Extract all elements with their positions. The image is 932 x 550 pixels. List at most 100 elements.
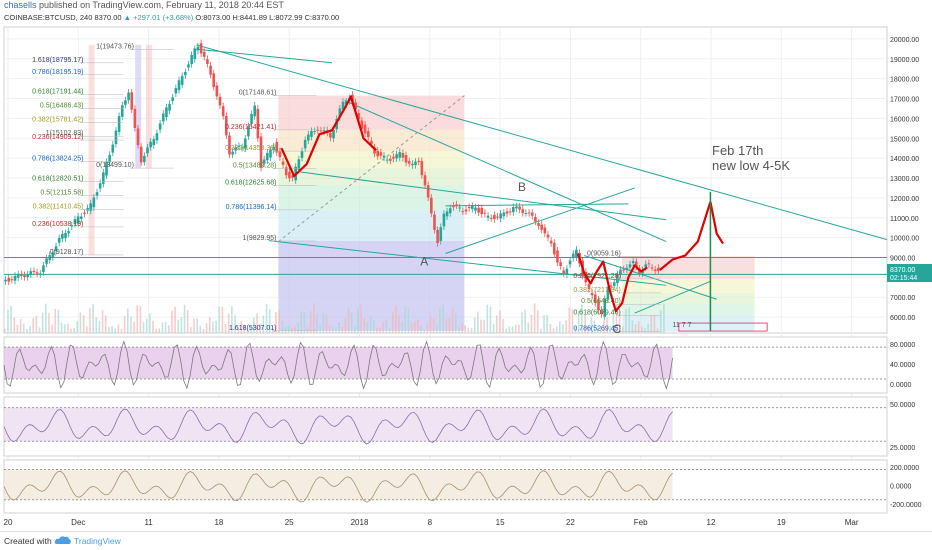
volume-bar (571, 309, 574, 333)
candle-body (269, 149, 272, 158)
created-with-label: Created with (4, 536, 52, 546)
volume-bar (388, 328, 391, 333)
time-tick-label: 2018 (351, 518, 369, 527)
fib-top-label: 1(19473.76) (96, 43, 134, 50)
candle-body (512, 206, 515, 213)
candle-body (483, 212, 487, 214)
candle-body (395, 154, 398, 159)
stochastic-tick: 40.0000 (890, 362, 915, 369)
fib-left-label: 0.236(14909.12) (32, 134, 83, 141)
last-price-box (887, 264, 932, 283)
trendline (300, 171, 667, 221)
volume-bar (180, 317, 183, 333)
candle-body (7, 277, 11, 282)
volume-bar (562, 324, 564, 333)
note-line-1: Feb 17th (712, 143, 763, 158)
candle-body (221, 106, 225, 117)
volume-bar (130, 316, 132, 333)
candle-body (275, 141, 279, 153)
volume-bar (568, 307, 571, 333)
volume-bar (581, 304, 583, 333)
candle-body (543, 227, 547, 234)
candle-body (455, 204, 458, 206)
symbol-line: COINBASE:BTCUSD, 240 8370.00 ▲ +297.01 (… (4, 13, 339, 22)
candle-body (354, 102, 357, 110)
volume-bar (442, 304, 444, 333)
candle-body (57, 238, 61, 243)
fib-left-label: 1.618(18795.17) (32, 57, 83, 64)
volume-bar (344, 317, 347, 333)
volume-bar (208, 317, 211, 333)
candle-body (467, 206, 471, 209)
volume-bar (445, 319, 448, 333)
candle-body (530, 212, 534, 216)
candle-body (316, 129, 320, 131)
candle-body (4, 279, 7, 282)
fib-right-label: 0.786(5269.45) (573, 326, 620, 333)
candle-body (136, 128, 140, 146)
candle-body (417, 160, 420, 162)
candle-body (253, 105, 257, 117)
cci-tick: -200.0000 (890, 502, 922, 509)
price-tick-label: 10000.00 (890, 236, 919, 243)
volume-bar (360, 304, 362, 333)
time-tick-label: 8 (428, 518, 433, 527)
volume-bar (600, 327, 602, 333)
volume-bar (268, 309, 271, 333)
candle-body (54, 246, 58, 251)
chart-canvas[interactable]: 20 Dec 11 18 25 2018 8 15 22 Feb 12 19 Mar 20000.00 19… (0, 0, 932, 532)
volume-bar (369, 315, 372, 333)
volume-bar (593, 320, 596, 333)
candle-body (48, 255, 52, 261)
volume-bar (196, 318, 198, 333)
candle-body (105, 162, 108, 176)
volume-bar (552, 328, 555, 333)
volume-bar (499, 310, 501, 333)
price-tick-label: 17000.00 (890, 97, 919, 104)
candle-body (83, 212, 86, 214)
volume-bar (395, 305, 397, 333)
candle-body (143, 155, 146, 163)
candle-body (139, 146, 143, 163)
volume-bar (174, 306, 176, 333)
cci-tick: 200.0000 (890, 465, 919, 472)
volume-bar (218, 306, 221, 333)
fib-left-label: 1(15102.83) (46, 130, 84, 137)
volume-bar (287, 325, 290, 333)
candle-body (565, 268, 569, 275)
candle-body (98, 183, 102, 189)
candle-body (67, 231, 70, 234)
volume-bar (133, 321, 135, 333)
fib-right-label: 0.618(6079.46) (573, 310, 620, 317)
candle-body (357, 113, 361, 120)
volume-bar (240, 320, 243, 333)
volume-bar (458, 327, 460, 333)
candle-body (133, 108, 137, 128)
candle-body (392, 156, 395, 159)
price-tick-label: 14000.00 (890, 156, 919, 163)
candle-body (174, 88, 178, 94)
author-link[interactable]: chasells (4, 0, 37, 10)
volume-bar (574, 326, 577, 333)
volume-bar (473, 317, 476, 333)
volume-bar (82, 315, 85, 333)
time-tick-label: 15 (496, 518, 505, 527)
volume-bar (543, 315, 545, 333)
candle-body (628, 264, 632, 268)
volume-bar (319, 325, 321, 333)
volume-bar (398, 315, 400, 333)
volume-bar (10, 305, 12, 333)
candle-body (190, 54, 193, 65)
tradingview-brand[interactable]: TradingView (74, 536, 121, 546)
volume-bar (126, 308, 129, 333)
volume-bar (73, 328, 75, 333)
volume-bar (663, 303, 665, 333)
candle-body (95, 192, 99, 196)
candle-body (653, 269, 657, 272)
candle-body (385, 159, 389, 161)
candle-body (278, 151, 282, 158)
fib-mid-label: 0.236(15421.41) (225, 124, 276, 131)
fib-mid-label: 0.786(11396.14) (226, 204, 277, 211)
volume-bar (101, 310, 104, 333)
candle-body (486, 215, 490, 218)
